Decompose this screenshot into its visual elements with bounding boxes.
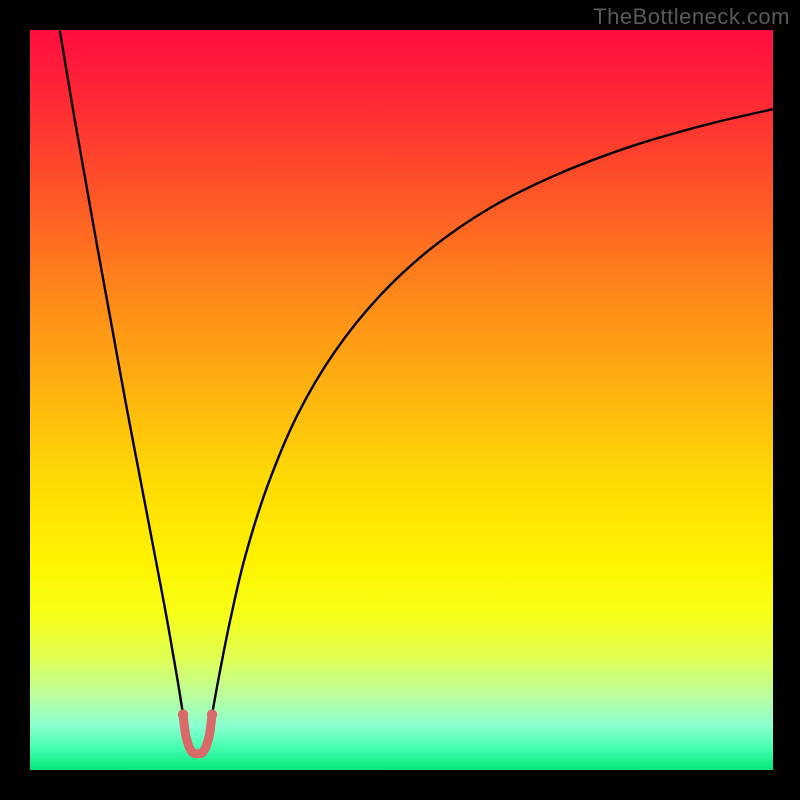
bottleneck-curve — [30, 30, 773, 770]
curve-left-branch — [60, 30, 183, 715]
valley-marker — [183, 715, 212, 754]
valley-endpoint-dots — [178, 709, 217, 719]
plot-area — [30, 30, 773, 770]
curve-right-branch — [212, 109, 773, 714]
watermark-text: TheBottleneck.com — [593, 4, 790, 30]
